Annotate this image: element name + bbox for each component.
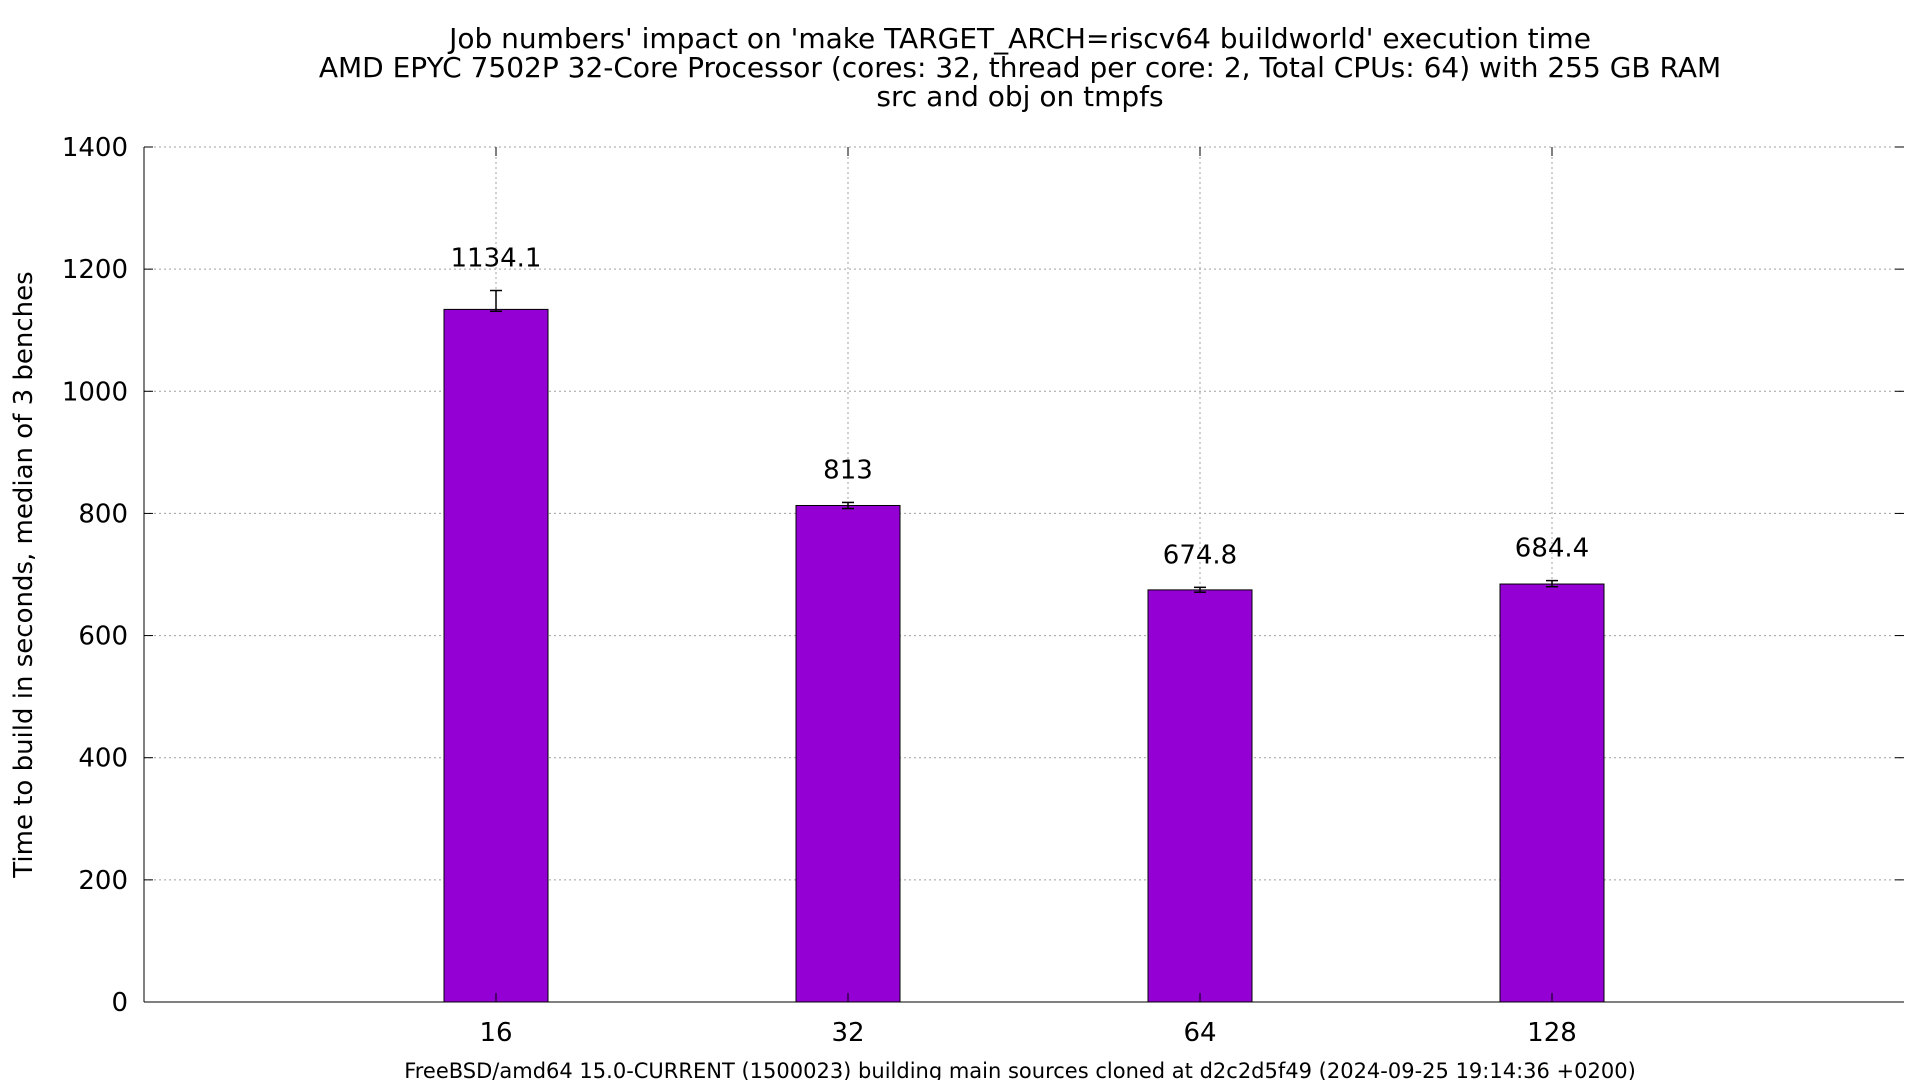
data-label: 674.8 [1163,540,1237,570]
y-tick-label: 1000 [62,377,128,407]
y-tick-label: 0 [111,988,128,1018]
y-tick-label: 400 [78,744,128,774]
x-tick-label: 16 [479,1018,512,1048]
y-tick-label: 600 [78,622,128,652]
x-tick-label: 128 [1527,1018,1577,1048]
chart-title-line-3: src and obj on tmpfs [876,80,1163,113]
error-bars [490,289,1558,593]
grid [144,146,1904,1002]
bar [1499,583,1605,1003]
x-axis-label: FreeBSD/amd64 15.0-CURRENT (1500023) bui… [404,1059,1636,1080]
y-tick-label: 200 [78,866,128,896]
chart-title-line-2: AMD EPYC 7502P 32-Core Processor (cores:… [319,51,1721,84]
bar [443,308,549,1003]
bars [443,308,1605,1003]
bar [1147,589,1253,1003]
plot-frame [144,147,1904,1002]
data-label: 684.4 [1515,534,1589,564]
chart-title: Job numbers' impact on 'make TARGET_ARCH… [319,22,1721,113]
y-axis-label: Time to build in seconds, median of 3 be… [9,271,39,878]
x-axis-ticks: 16 32 64 128 [479,147,1577,1048]
x-tick-label: 64 [1183,1018,1216,1048]
y-tick-label: 1400 [62,133,128,163]
data-label: 813 [823,455,873,485]
y-tick-label: 800 [78,499,128,529]
x-tick-label: 32 [831,1018,864,1048]
bar [795,504,901,1003]
chart-title-line-1: Job numbers' impact on 'make TARGET_ARCH… [447,22,1591,55]
data-label: 1134.1 [451,244,542,274]
y-axis-ticks: 0 200 400 600 800 1000 1200 1400 [62,133,1904,1018]
data-labels: 1134.1 813 674.8 684.4 [451,244,1590,571]
y-tick-label: 1200 [62,255,128,285]
